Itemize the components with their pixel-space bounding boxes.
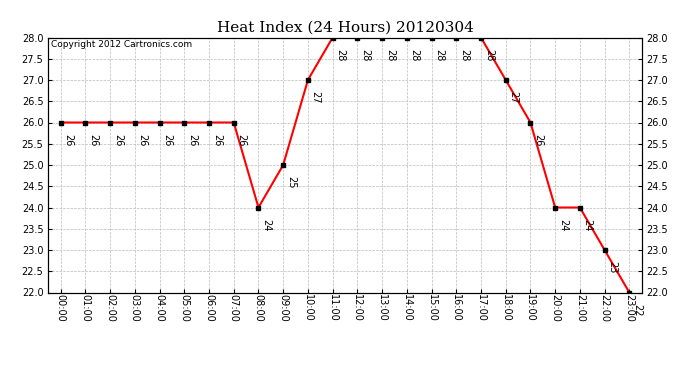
Text: 25: 25 — [286, 176, 296, 189]
Title: Heat Index (24 Hours) 20120304: Heat Index (24 Hours) 20120304 — [217, 21, 473, 35]
Text: 27: 27 — [310, 91, 321, 104]
Text: 28: 28 — [459, 49, 469, 61]
Text: 22: 22 — [632, 304, 642, 316]
Text: 24: 24 — [262, 219, 271, 231]
Text: 28: 28 — [385, 49, 395, 61]
Text: 26: 26 — [63, 134, 73, 146]
Text: 28: 28 — [360, 49, 370, 61]
Text: 26: 26 — [533, 134, 543, 146]
Text: 28: 28 — [335, 49, 346, 61]
Text: Copyright 2012 Cartronics.com: Copyright 2012 Cartronics.com — [51, 40, 193, 49]
Text: 26: 26 — [162, 134, 172, 146]
Text: 26: 26 — [113, 134, 123, 146]
Text: 26: 26 — [237, 134, 246, 146]
Text: 26: 26 — [212, 134, 221, 146]
Text: 28: 28 — [410, 49, 420, 61]
Text: 24: 24 — [558, 219, 568, 231]
Text: 28: 28 — [434, 49, 444, 61]
Text: 27: 27 — [509, 91, 518, 104]
Text: 24: 24 — [582, 219, 593, 231]
Text: 28: 28 — [484, 49, 494, 61]
Text: 26: 26 — [187, 134, 197, 146]
Text: 26: 26 — [137, 134, 148, 146]
Text: 26: 26 — [88, 134, 98, 146]
Text: 23: 23 — [607, 261, 618, 273]
